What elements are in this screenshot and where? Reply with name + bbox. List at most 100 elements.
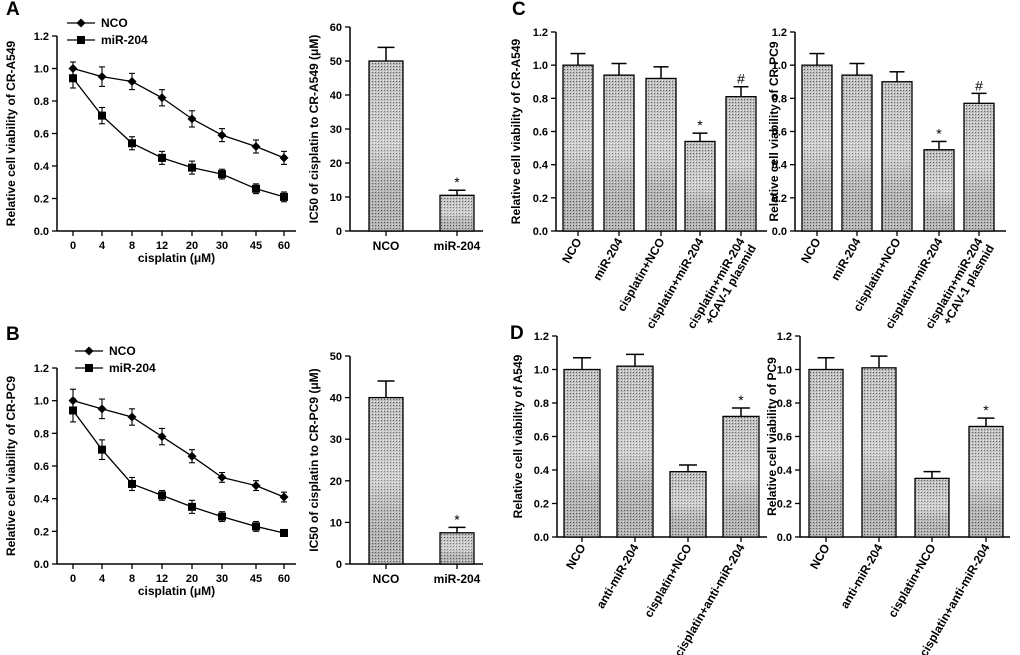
y-tick-label: 40	[330, 393, 342, 405]
data-point	[187, 451, 197, 461]
y-tick-label: 0.8	[34, 96, 49, 108]
bar-shade	[863, 368, 895, 536]
x-tick-label: 60	[278, 573, 290, 585]
y-tick-label: 20	[330, 476, 342, 488]
data-point	[280, 192, 288, 201]
bar-shade	[370, 62, 402, 230]
legend-b-mir-label: miR-204	[109, 361, 156, 375]
x-tick-label-line: cisplatin+NCO	[641, 542, 694, 620]
y-tick-label: 10	[330, 517, 342, 529]
bar-group	[563, 357, 601, 538]
y-tick-label: 0.4	[772, 160, 788, 172]
bar-shade	[965, 104, 993, 230]
series-nco	[68, 61, 289, 165]
bar-group	[616, 353, 654, 538]
x-tick-label: 8	[129, 240, 135, 252]
data-point	[252, 184, 260, 193]
bar-group: #	[725, 71, 757, 232]
data-point	[97, 404, 107, 414]
bar-group	[368, 46, 404, 232]
chart-d2: 0.0 0.2 0.4 0.6 0.8 1.0 1.2 Relative cell viabi…	[765, 331, 1010, 655]
y-axis-label: Relative cell viability of CR-A549	[509, 38, 523, 224]
data-point	[217, 130, 227, 140]
x-tick-label-line: anti-miR-204	[593, 541, 641, 611]
y-tick-label: 0.2	[772, 193, 787, 205]
legend-b-nco-label: NCO	[109, 344, 136, 358]
significance-mark: *	[738, 392, 744, 408]
significance-mark: *	[936, 125, 942, 141]
data-point	[158, 153, 166, 162]
data-point	[127, 77, 137, 86]
bar-shade	[441, 196, 473, 230]
bar-shade	[843, 76, 871, 230]
x-tick-label: 45	[250, 240, 262, 252]
bar-group: *	[439, 174, 475, 232]
y-tick-label: 1.0	[777, 365, 792, 377]
y-tick-label: 0.4	[34, 161, 50, 173]
y-tick-label: 50	[330, 351, 342, 363]
y-tick-label: 1.2	[534, 331, 549, 343]
data-point	[98, 111, 106, 120]
x-tick-label-line: NCO	[798, 236, 823, 266]
y-tick-label: 0.4	[777, 465, 793, 477]
panel-label-a: A	[6, 0, 20, 20]
bar-shade	[810, 370, 842, 536]
bar-group	[645, 66, 677, 232]
x-tick-label-line: NCO	[807, 542, 832, 572]
y-tick-label: 0.6	[34, 461, 49, 473]
data-point	[97, 72, 107, 82]
bar-group: *	[684, 117, 716, 232]
x-tick-label: miR-204	[828, 235, 864, 283]
y-tick-label: 1.0	[534, 365, 549, 377]
bar-group	[841, 62, 873, 232]
bar-group	[808, 357, 844, 538]
y-tick-label: 0	[336, 559, 342, 571]
data-point	[217, 472, 227, 482]
x-tick-label: 12	[156, 573, 168, 585]
series-mir-204	[69, 67, 288, 203]
bar-shade	[605, 76, 633, 230]
series-line	[72, 77, 285, 198]
data-point	[157, 432, 167, 442]
data-point	[187, 114, 197, 124]
x-tick-label: 4	[99, 240, 106, 252]
x-tick-label: NCO	[798, 236, 823, 266]
y-tick-label: 1.2	[34, 31, 49, 43]
x-tick-label-line: anti-miR-204	[837, 541, 885, 611]
x-tick-label: anti-miR-204	[837, 541, 885, 611]
y-tick-label: 1.0	[34, 396, 49, 408]
data-point	[157, 93, 167, 103]
y-axis-label: Relative cell viability of CR-PC9	[4, 376, 18, 556]
y-tick-label: 0.2	[533, 193, 548, 205]
data-point	[280, 528, 288, 537]
y-tick-label: 0.8	[772, 93, 787, 105]
bar-group: *	[722, 392, 760, 538]
y-tick-label: 1.2	[777, 331, 792, 343]
bar-group	[368, 380, 404, 565]
x-tick-label: anti-miR-204	[593, 541, 641, 611]
y-tick-label: 0	[336, 226, 342, 238]
significance-mark: #	[737, 71, 745, 87]
y-tick-label: 0.6	[772, 127, 787, 139]
series-line	[72, 400, 285, 498]
legend-a: NCO miR-204	[67, 16, 148, 47]
data-point	[252, 522, 260, 531]
y-axis-label: Relative cell viability of CR-A549	[4, 40, 18, 226]
x-tick-label: 0	[70, 240, 76, 252]
legend-a-mir-marker	[77, 36, 85, 44]
bar-group: #	[963, 77, 995, 232]
legend-b-mir-marker	[85, 364, 93, 372]
bar-shade	[925, 150, 953, 230]
series-mir-204	[69, 398, 288, 537]
y-tick-label: 1.0	[34, 64, 49, 76]
panel-label-b: B	[6, 324, 20, 345]
bar-shade	[916, 479, 948, 536]
y-tick-label: 0.0	[34, 559, 49, 571]
y-tick-label: 40	[330, 90, 342, 102]
x-tick-label: NCO	[807, 542, 832, 572]
y-axis-label: IC50 of cisplatin to CR-PC9 (μM)	[307, 368, 321, 551]
y-tick-label: 0.0	[533, 226, 548, 238]
chart-a2: 0 10 20 30 40 50 60 IC50 of cisplatin to CR-A54…	[307, 22, 483, 253]
bar-shade	[564, 66, 592, 231]
bar-shade	[883, 82, 911, 230]
